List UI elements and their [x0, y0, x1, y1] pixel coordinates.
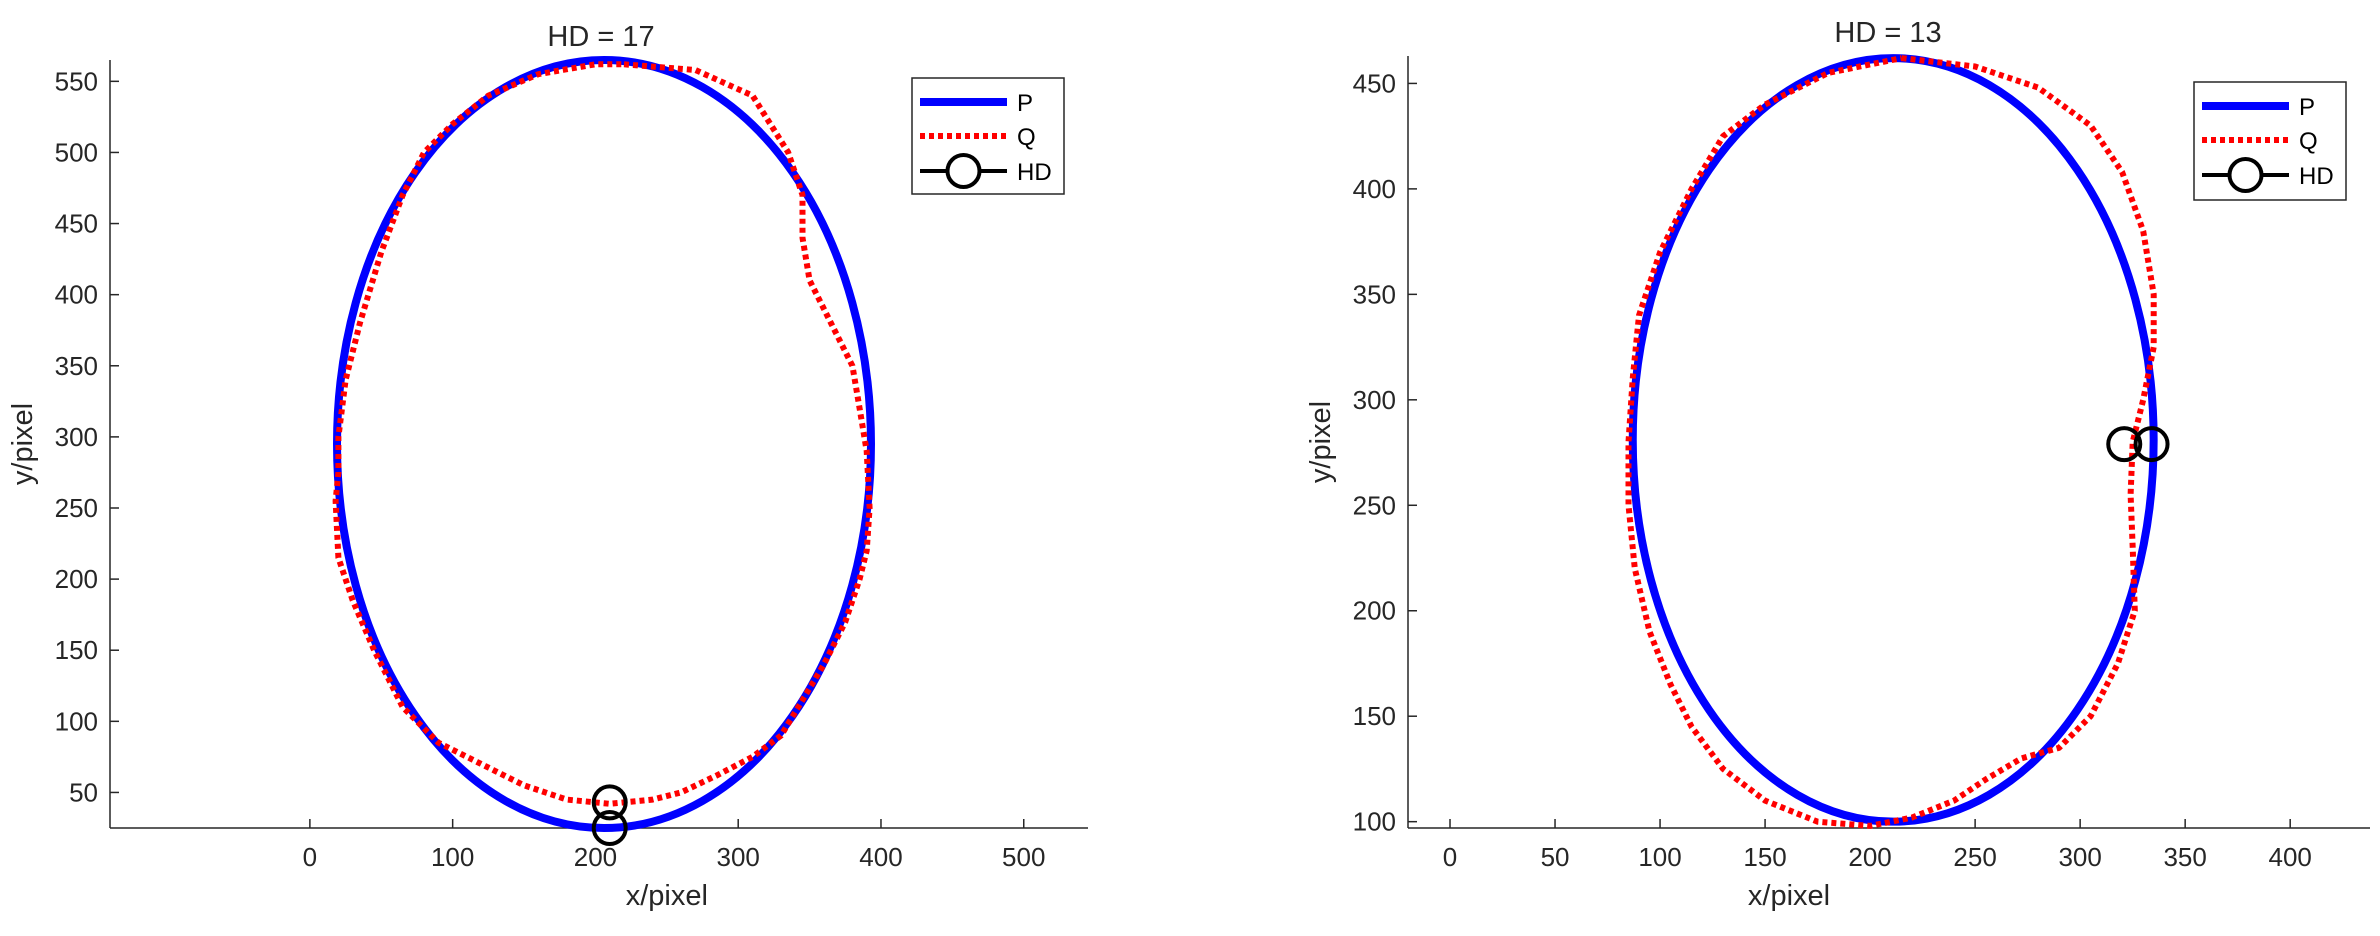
- legend-entry: HD: [1017, 159, 1052, 186]
- legend: PQ HD: [2193, 81, 2347, 201]
- y-tick-label: 400: [1353, 174, 1396, 204]
- y-tick-label: 200: [55, 564, 98, 594]
- x-tick-label: 350: [2163, 842, 2206, 872]
- x-tick-label: 150: [1743, 842, 1786, 872]
- series-p-curve: [333, 56, 875, 832]
- x-tick-label: 300: [2058, 842, 2101, 872]
- y-tick-label: 200: [1353, 596, 1396, 626]
- y-tick-label: 250: [1353, 490, 1396, 520]
- chart-panel-2: 0 50 100 150 200 250 300 350 400 100 150 200 250 300 3…: [1305, 17, 2370, 912]
- x-tick-label: 50: [1541, 842, 1570, 872]
- y-tick-label: 350: [55, 351, 98, 381]
- series-q-curve: [332, 61, 873, 807]
- y-tick-label: 500: [55, 137, 98, 167]
- series-p-curve: [1628, 54, 2158, 826]
- plot-title: HD = 13: [1834, 17, 1941, 49]
- hd-point-marker: [2106, 426, 2143, 463]
- y-tick-label: 350: [1353, 279, 1396, 309]
- y-axis-title: y/pixel: [1305, 401, 1337, 483]
- x-axis-title: x/pixel: [626, 880, 708, 912]
- legend-swatch-hd-marker: [945, 153, 982, 189]
- y-tick-label: 250: [55, 493, 98, 523]
- y-tick-label: 150: [1353, 701, 1396, 731]
- y-tick-label: 150: [55, 635, 98, 665]
- y-tick-label: 100: [1353, 807, 1396, 837]
- legend-swatch-hd-marker: [2227, 157, 2264, 193]
- y-tick-label: 550: [55, 66, 98, 96]
- y-tick-label: 100: [55, 706, 98, 736]
- legend-entry: HD: [2299, 163, 2334, 190]
- plot-title: HD = 17: [547, 21, 654, 53]
- legend-entry: P: [1017, 90, 1033, 117]
- hd-point-marker: [2133, 426, 2170, 463]
- x-tick-label: 0: [303, 842, 317, 872]
- legend: PQ HD: [911, 77, 1065, 195]
- y-tick-label: 50: [69, 777, 98, 807]
- x-axis-title: x/pixel: [1748, 880, 1830, 912]
- x-tick-label: 250: [1953, 842, 1996, 872]
- hd-point-marker: [591, 784, 628, 821]
- y-tick-label: 450: [55, 209, 98, 239]
- x-tick-label: 300: [717, 842, 760, 872]
- x-tick-label: 400: [2268, 842, 2311, 872]
- y-tick-label: 400: [55, 280, 98, 310]
- x-tick-label: 200: [574, 842, 617, 872]
- series-q-curve: [1625, 55, 2157, 829]
- x-tick-label: 500: [1002, 842, 1045, 872]
- legend-entry: P: [2299, 94, 2315, 121]
- x-tick-label: 100: [431, 842, 474, 872]
- legend-entry: Q: [1017, 124, 1036, 151]
- x-tick-label: 200: [1848, 842, 1891, 872]
- y-tick-label: 450: [1353, 68, 1396, 98]
- x-tick-label: 0: [1443, 842, 1457, 872]
- y-tick-label: 300: [1353, 385, 1396, 415]
- chart-panel-1: 0 100 200 300 400 500 50 100 150 200 250 300 350 400 4…: [7, 21, 1088, 912]
- y-tick-label: 300: [55, 422, 98, 452]
- x-tick-label: 100: [1638, 842, 1681, 872]
- legend-entry: Q: [2299, 128, 2318, 155]
- x-tick-label: 400: [859, 842, 902, 872]
- hd-point-marker: [591, 810, 628, 846]
- y-axis-title: y/pixel: [7, 403, 39, 485]
